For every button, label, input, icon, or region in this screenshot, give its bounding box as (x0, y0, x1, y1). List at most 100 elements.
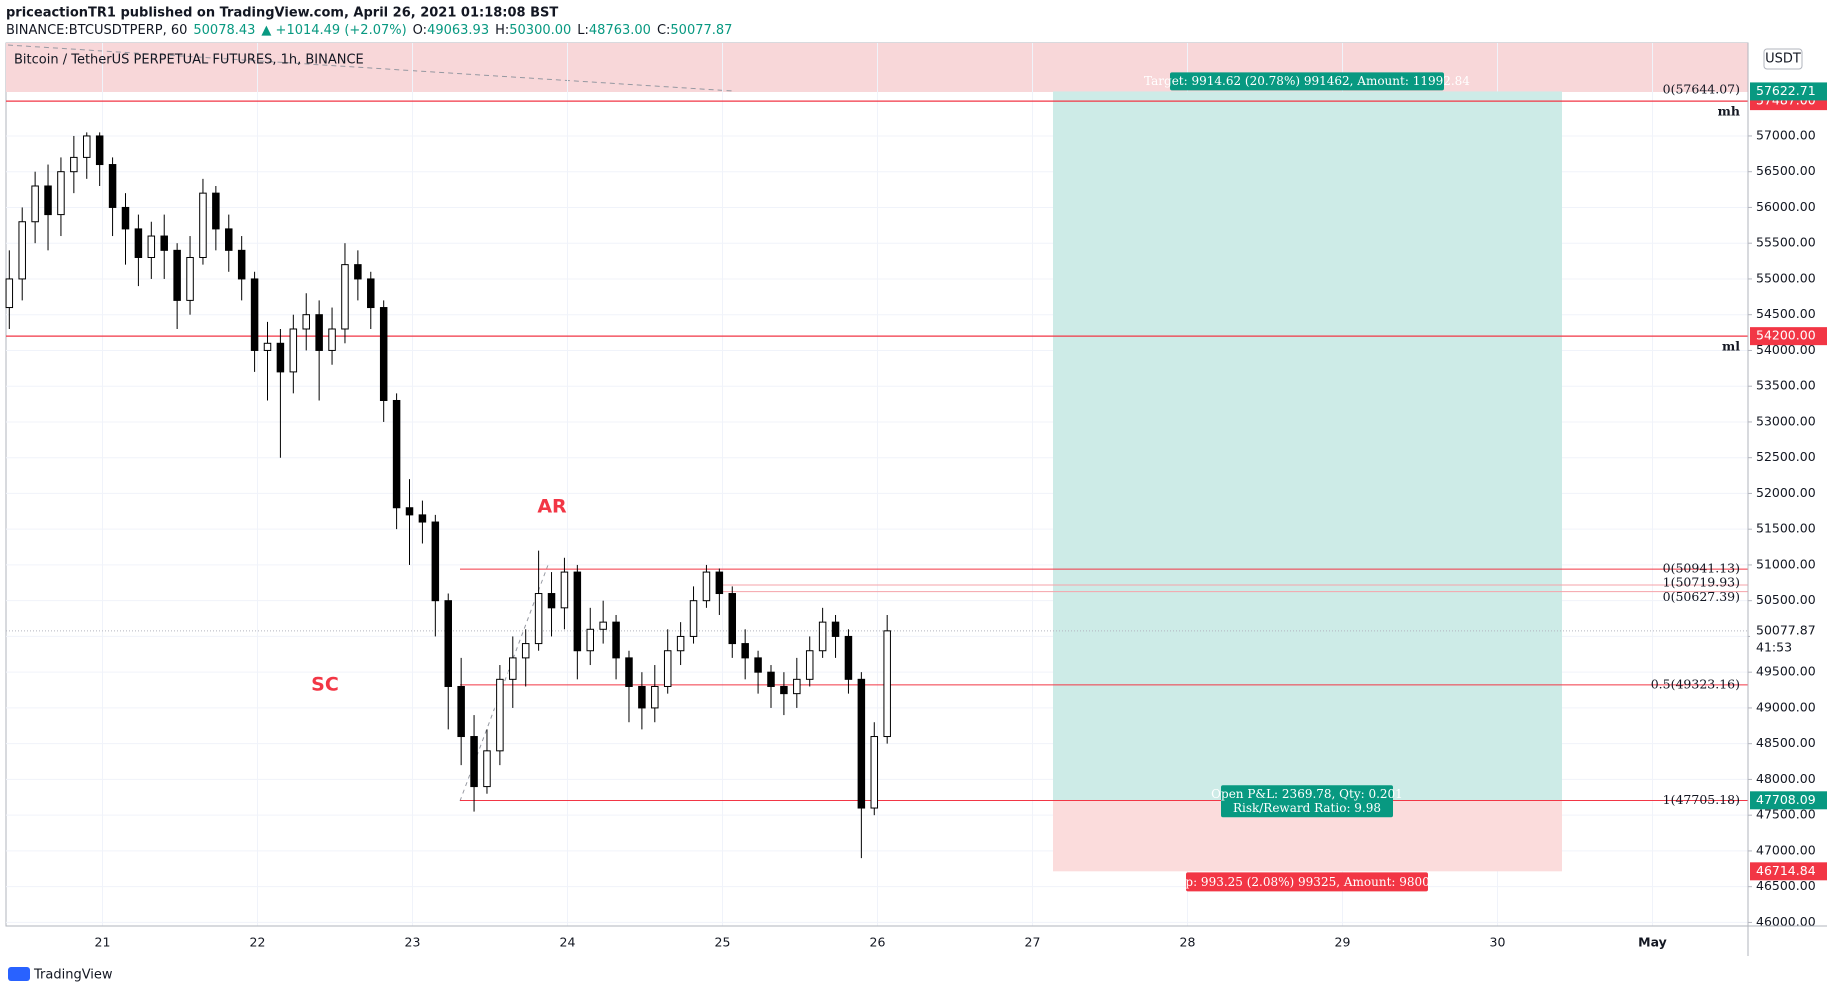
candle-body (715, 571, 724, 595)
position (1053, 91, 1562, 872)
level-label: mh (1718, 104, 1740, 119)
currency-button[interactable] (1763, 48, 1803, 70)
y-tick-label: 57000.00 (1756, 127, 1816, 142)
y-tick-label: 54500.00 (1756, 306, 1816, 321)
fib-label: 0.5(49323.16) (1651, 676, 1740, 691)
levels (6, 100, 1748, 802)
y-tick-label: 55500.00 (1756, 235, 1816, 250)
x-tick-label: 23 (405, 935, 421, 950)
candle-body (805, 650, 814, 680)
candle-body (573, 571, 582, 652)
candle-body (83, 135, 91, 158)
y-tick-label: 49000.00 (1756, 699, 1816, 714)
target-box (1170, 72, 1444, 91)
y-tick-label: 51000.00 (1756, 556, 1816, 571)
candle-body (625, 657, 633, 687)
candle-body (315, 314, 323, 351)
axes: 46000.00 46500.00 47000.00 47500.00 48000.00… (6, 43, 1827, 956)
candle-body (173, 249, 181, 301)
candle-body (676, 635, 685, 652)
candle-body (108, 164, 117, 208)
candle-body (31, 185, 39, 223)
candle-body (199, 192, 207, 258)
level-label: ml (1722, 339, 1740, 354)
candle-body (18, 221, 26, 280)
candle-body (818, 621, 827, 652)
x-tick-label: 28 (1180, 935, 1196, 950)
y-tick-label: 53500.00 (1756, 378, 1816, 393)
y-tick-label: 54000.00 (1756, 342, 1816, 357)
candle-body (483, 750, 491, 788)
candle-body (44, 185, 52, 216)
y-tick-label: 46500.00 (1756, 878, 1816, 893)
price-tag (1750, 327, 1827, 346)
candle-body (237, 249, 246, 280)
logo: TradingView (8, 967, 113, 983)
candle-body (134, 228, 143, 258)
candle-body (160, 235, 168, 251)
candle-body (186, 256, 194, 301)
candle-body (534, 593, 543, 645)
y-tick-label: 55000.00 (1756, 270, 1816, 285)
candle-body (405, 507, 414, 516)
candle-body (586, 628, 594, 652)
fib-label: 1(47705.18) (1663, 792, 1740, 807)
x-tick-label: May (1638, 935, 1667, 950)
annotation: AR (537, 496, 567, 518)
fib-label: 1(50719.93) (1663, 574, 1740, 589)
candle-body (599, 621, 607, 630)
y-tick-label: 46000.00 (1756, 914, 1816, 929)
candle-body (844, 635, 853, 680)
candle-body (302, 314, 310, 330)
header-line2: BINANCE:BTCUSDTPERP, 60 50078.43 ▲ +1014.4… (6, 23, 732, 38)
y-tick-label: 53000.00 (1756, 413, 1816, 428)
candles (5, 132, 891, 859)
candle-body (612, 621, 620, 659)
candle-body (225, 228, 233, 251)
y-tick-label: 49500.00 (1756, 664, 1816, 679)
currency[interactable]: USDT (1765, 52, 1801, 67)
candle-body (379, 307, 388, 401)
candle-body (5, 278, 14, 309)
price-tag (1750, 862, 1827, 881)
trend-line (7, 44, 734, 92)
candle-body (457, 685, 465, 738)
candle-body (883, 630, 891, 738)
y-tick-label: 47500.00 (1756, 807, 1816, 822)
x-tick-label: 22 (250, 935, 266, 950)
header-part: O: (413, 23, 427, 38)
y-tick-label: 48500.00 (1756, 735, 1816, 750)
brand: TradingView (33, 968, 113, 983)
candle-body (638, 685, 646, 709)
candle-body (651, 685, 659, 709)
candle-body (702, 571, 711, 602)
candle-body (289, 328, 298, 373)
price-tag-label: 47708.09 (1756, 792, 1816, 807)
chart-title: Bitcoin / TetherUS PERPETUAL FUTURES, 1h… (14, 53, 364, 68)
candle-body (276, 342, 285, 373)
candle-body (431, 521, 440, 602)
labels: Target: 9914.62 (20.78%) 991462, Amount:… (311, 72, 1740, 892)
price-tag (1750, 791, 1827, 810)
x-tick-label: 26 (870, 935, 886, 950)
header-part: 50078.43 (193, 23, 255, 38)
x-tick-label: 30 (1490, 935, 1506, 950)
candle-body (741, 643, 749, 659)
candle-body (728, 593, 737, 645)
candle-body (328, 328, 336, 351)
y-tick-label: 48000.00 (1756, 771, 1816, 786)
price-tag-label: 54200.00 (1756, 328, 1816, 343)
candle-body (121, 206, 130, 230)
header-part: H: (495, 23, 509, 38)
candle-body (689, 600, 698, 637)
candle-body (212, 192, 220, 230)
stop-box (1186, 872, 1428, 892)
candle-body (870, 736, 879, 809)
header-part: C: (657, 23, 670, 38)
fib-label: 0(57644.07) (1663, 81, 1740, 96)
price-tag-label: 46714.84 (1756, 863, 1816, 878)
header-part: 48763.00 (589, 23, 651, 38)
y-tick-label: 56500.00 (1756, 163, 1816, 178)
candle-body (560, 571, 569, 609)
